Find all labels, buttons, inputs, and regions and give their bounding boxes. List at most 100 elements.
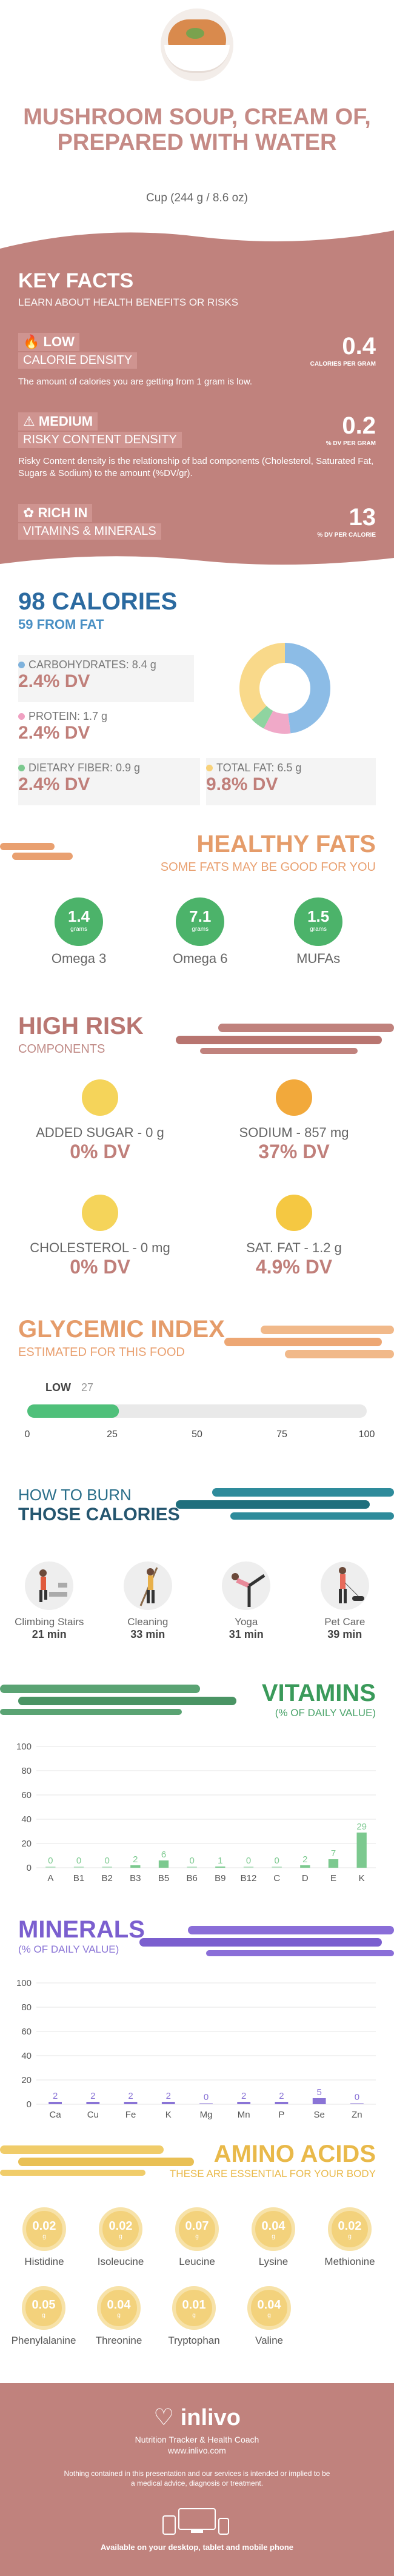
grin-face-icon (82, 1195, 118, 1231)
amino-badge: 0.05 g (22, 2286, 65, 2330)
bar-value-label: 2 (279, 2091, 284, 2101)
soup-bowl-icon (161, 8, 233, 81)
bar (86, 2102, 100, 2104)
y-tick-label: 80 (21, 1766, 32, 1776)
risk-label: CHOLESTEROL - 0 mg (30, 1240, 170, 1255)
food-title: MUSHROOM SOUP, CREAM OF, PREPARED WITH W… (23, 104, 371, 155)
fact-desc: The amount of calories you are getting f… (18, 377, 253, 387)
fat-omega3: 1.4 grams Omega 3 (51, 897, 107, 967)
risk-cholesterol: CHOLESTEROL - 0 mg 0% DV (12, 1195, 188, 1278)
stripe-decoration (0, 2145, 194, 2176)
warning-icon: ⚠ MEDIUM (18, 412, 98, 431)
amino-badge: 0.04 g (247, 2286, 291, 2330)
amino-value: 0.02 (32, 2219, 56, 2233)
donut-slice-3 (239, 643, 285, 720)
calories-title: 98 CALORIES (18, 588, 178, 615)
bar-value-label: 2 (241, 2091, 246, 2101)
nutrient-label: DIETARY FIBER: 0.9 g (28, 762, 141, 774)
risk-label: ADDED SUGAR - 0 g (36, 1125, 164, 1140)
risk-added-sugar: ADDED SUGAR - 0 g 0% DV (12, 1079, 188, 1163)
brand-url[interactable]: www.inlivo.com (168, 2446, 226, 2455)
y-tick-label: 0 (27, 2099, 32, 2110)
bar-value-label: 0 (246, 1856, 251, 1866)
amino-item: 0.04 g Threonine (81, 2286, 156, 2347)
bar-value-label: 0 (355, 2092, 359, 2102)
fiber-dot-icon (18, 765, 25, 771)
vitamins-title: VITAMINS (261, 1680, 376, 1706)
amino-item: 0.04 g Valine (232, 2286, 307, 2347)
burn-cleaning: Cleaning 33 min (105, 1558, 190, 1641)
calories-section: 98 CALORIES 59 FROM FAT CARBOHYDRATES: 8… (0, 570, 394, 831)
brand-logo: ♡ inlivo (0, 2404, 394, 2431)
amino-unit: g (42, 2233, 46, 2240)
glycemic-section: GLYCEMIC INDEX ESTIMATED FOR THIS FOOD L… (0, 1316, 394, 1474)
key-facts-section: KEY FACTS LEARN ABOUT HEALTH BENEFITS OR… (0, 224, 394, 570)
flame-icon: 🔥 LOW (18, 333, 79, 351)
leaf-icon: ✿ RICH IN (18, 504, 93, 522)
y-tick-label: 60 (21, 2027, 32, 2037)
gi-scale: 0 25 50 75 100 (25, 1404, 375, 1440)
amino-label: Valine (255, 2335, 283, 2346)
activity-time: 21 min (32, 1628, 67, 1640)
serving-size: Cup (244 g / 8.6 oz) (146, 192, 248, 204)
activity-time: 31 min (229, 1628, 264, 1640)
x-tick-label: C (273, 1873, 280, 1883)
risk-label: SODIUM - 857 mg (239, 1125, 349, 1140)
bar-value-label: 6 (161, 1850, 166, 1860)
bar (102, 1867, 112, 1868)
minerals-title: MINERALS (18, 1916, 145, 1943)
amino-item: 0.07 g Leucine (159, 2207, 235, 2268)
bar-value-label: 0 (204, 2092, 209, 2102)
gi-tick-label: 25 (107, 1429, 118, 1440)
amino-unit: g (42, 2312, 45, 2319)
grams-badge: 1.4 grams (55, 897, 104, 946)
fat-mufas: 1.5 grams MUFAs (294, 897, 343, 967)
y-tick-label: 100 (16, 1978, 32, 1988)
amino-title: AMINO ACIDS (213, 2141, 376, 2167)
amino-badge: 0.02 g (328, 2207, 372, 2251)
amino-label: Phenylalanine (11, 2335, 76, 2346)
fat-label: Omega 3 (51, 951, 107, 966)
risk-sodium: SODIUM - 857 mg 37% DV (206, 1079, 382, 1163)
amino-item: 0.05 g Phenylalanine (6, 2286, 81, 2347)
vitamins-section: VITAMINS (% OF DAILY VALUE) 0 20 40 60 80 100… (0, 1680, 394, 1910)
y-tick-label: 60 (21, 1790, 32, 1800)
bar (124, 2102, 138, 2104)
x-tick-label: B5 (158, 1873, 169, 1883)
protein-dot-icon (18, 713, 25, 720)
footer: ♡ inlivo Nutrition Tracker & Health Coac… (0, 2383, 394, 2576)
y-tick-label: 20 (21, 2075, 32, 2085)
fact-value: 0.2 (342, 412, 376, 439)
x-tick-label: Se (313, 2110, 324, 2120)
header: MUSHROOM SOUP, CREAM OF, PREPARED WITH W… (0, 0, 394, 204)
amino-label: Tryptophan (168, 2335, 220, 2346)
amino-unit: g (348, 2233, 352, 2240)
x-tick-label: K (165, 2110, 172, 2120)
x-tick-label: Mg (200, 2110, 213, 2120)
calories-donut-chart (239, 643, 331, 734)
bar (199, 2103, 213, 2104)
y-tick-label: 40 (21, 1814, 32, 1825)
amino-badge: 0.02 g (22, 2207, 66, 2251)
burn-section: HOW TO BURN THOSE CALORIES Climbing Stai… (0, 1486, 394, 1680)
bar-value-label: 0 (274, 1856, 279, 1866)
stripe-decoration (0, 843, 73, 860)
fat-omega6: 7.1 grams Omega 6 (173, 897, 227, 967)
x-tick-label: A (47, 1873, 53, 1883)
stripe-decoration (224, 1326, 394, 1358)
disclaimer: Nothing contained in this presentation a… (64, 2469, 330, 2487)
devices-icon (162, 2508, 229, 2535)
burn-climbing-stairs: Climbing Stairs 21 min (7, 1558, 92, 1641)
healthy-fats-section: HEALTHY FATS SOME FATS MAY BE GOOD FOR Y… (0, 831, 394, 1013)
amino-unit: g (119, 2233, 122, 2240)
amino-unit: g (192, 2312, 196, 2319)
gi-value: 27 (81, 1381, 94, 1394)
amino-value: 0.02 (109, 2219, 133, 2233)
bar (187, 1867, 197, 1868)
fat-label: MUFAs (296, 951, 341, 966)
bar (328, 1859, 339, 1868)
x-tick-label: Fe (125, 2110, 136, 2120)
nutrient-fiber: DIETARY FIBER: 0.9 g 2.4% DV (18, 758, 200, 805)
x-tick-label: B3 (130, 1873, 141, 1883)
fact-label: VITAMINS & MINERALS (18, 523, 161, 540)
